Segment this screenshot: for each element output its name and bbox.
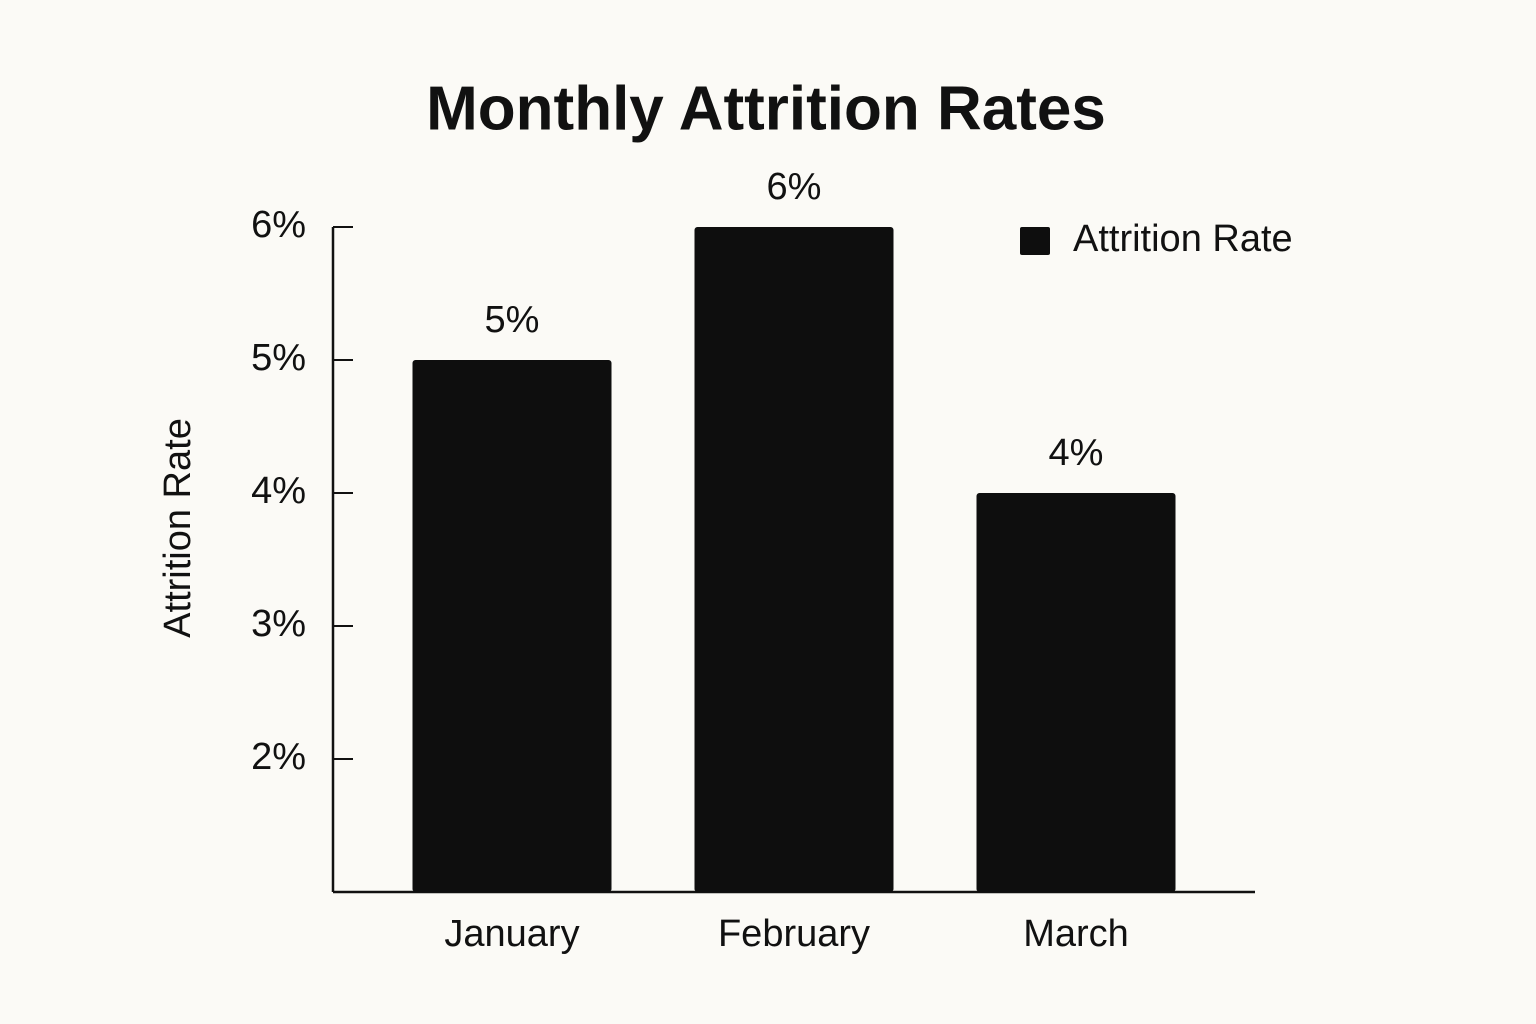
y-tick-label: 3% [251, 603, 306, 645]
bar [412, 360, 612, 892]
value-label: 4% [1049, 432, 1104, 474]
value-label: 5% [485, 299, 540, 341]
y-tick-label: 5% [251, 337, 306, 379]
y-tick-label: 6% [251, 204, 306, 246]
legend-swatch [1020, 227, 1050, 255]
y-axis-label: Attrition Rate [157, 418, 199, 638]
legend-label: Attrition Rate [1073, 218, 1293, 260]
bar [694, 227, 894, 892]
x-tick-label: February [718, 913, 870, 955]
y-tick-label: 4% [251, 470, 306, 512]
bar [976, 493, 1176, 892]
x-tick-label: March [1023, 913, 1129, 955]
value-label: 6% [767, 166, 822, 208]
x-tick-label: January [444, 913, 579, 955]
y-tick-label: 2% [251, 736, 306, 778]
chart-title: Monthly Attrition Rates [426, 74, 1106, 143]
